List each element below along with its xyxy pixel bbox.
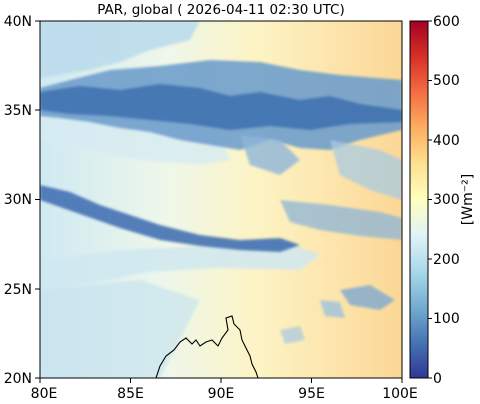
coastline	[155, 315, 259, 378]
lat-tick-label: 25N	[4, 282, 32, 298]
colorbar-tick-label: 0	[433, 371, 442, 387]
colorbar: 600 500 400 300 200 100 0 [Wm⁻²]	[409, 14, 476, 387]
lat-tick-label: 35N	[4, 103, 32, 119]
lon-tick-label: 85E	[117, 386, 144, 402]
map-title: PAR, global ( 2026-04-11 02:30 UTC)	[97, 2, 345, 18]
lon-tick-label: 100E	[382, 386, 418, 402]
colorbar-tick-label: 400	[433, 133, 460, 149]
colorbar-unit-label: [Wm⁻²]	[460, 174, 476, 225]
colorbar-tick-label: 100	[433, 311, 460, 327]
colorbar-ramp	[409, 20, 429, 379]
par-map	[40, 21, 402, 378]
lon-tick-label: 95E	[298, 386, 325, 402]
lat-tick-label: 40N	[4, 14, 32, 30]
lon-tick-label: 90E	[208, 386, 235, 402]
colorbar-tick-label: 600	[433, 14, 460, 30]
lat-tick-label: 20N	[4, 371, 32, 387]
lon-axis: 80E 85E 90E 95E 100E	[31, 378, 418, 402]
colorbar-tick-label: 200	[433, 252, 460, 268]
lat-tick-label: 30N	[4, 192, 32, 208]
lat-axis: 40N 35N 30N 25N 20N	[4, 14, 40, 387]
colorbar-tick-label: 500	[433, 73, 460, 89]
colorbar-tick-label: 300	[433, 192, 460, 208]
lon-tick-label: 80E	[31, 386, 58, 402]
